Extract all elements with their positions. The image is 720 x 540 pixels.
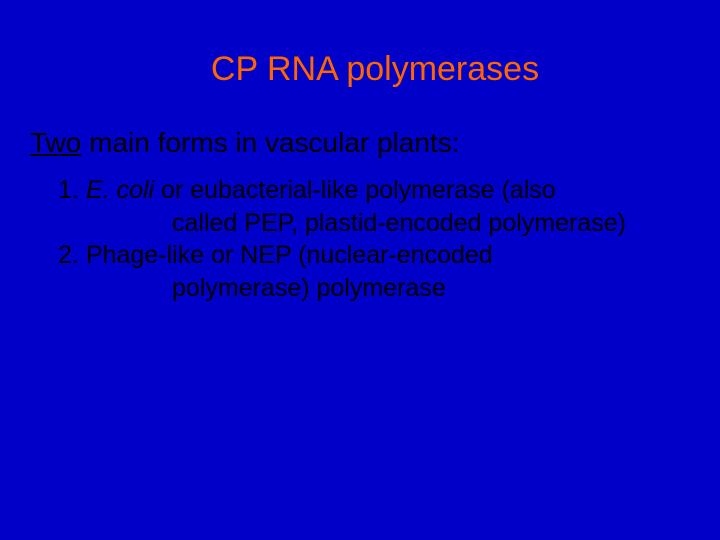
item-italic: E. coli [86, 176, 154, 204]
list: 1.E. coli or eubacterial-like polymerase… [30, 175, 690, 304]
subtitle-underlined: Two [30, 127, 81, 158]
list-item: 2.Phage-like or NEP (nuclear-encoded pol… [30, 240, 690, 305]
item-text: or eubacterial-like polymerase (also [154, 176, 556, 204]
item-text: Phage-like or NEP (nuclear-encoded [86, 241, 493, 269]
item-continuation: polymerase) polymerase [30, 273, 690, 304]
slide-title: CP RNA polymerases [30, 50, 690, 89]
item-number: 2. [58, 240, 86, 271]
slide-subtitle: Two main forms in vascular plants: [30, 127, 690, 159]
list-item: 1.E. coli or eubacterial-like polymerase… [30, 175, 690, 240]
item-number: 1. [58, 175, 86, 206]
slide: CP RNA polymerases Two main forms in vas… [0, 0, 720, 540]
subtitle-rest: main forms in vascular plants: [81, 127, 459, 158]
item-continuation: called PEP, plastid-encoded polymerase) [30, 208, 690, 239]
